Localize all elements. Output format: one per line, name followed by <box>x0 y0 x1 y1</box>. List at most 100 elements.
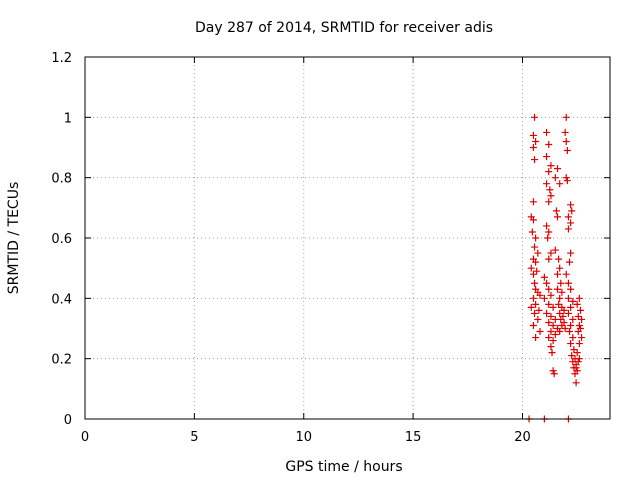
data-point <box>578 315 586 323</box>
data-point <box>547 162 555 170</box>
data-point <box>532 300 540 308</box>
data-point <box>570 346 578 354</box>
data-point <box>545 228 553 236</box>
data-point <box>529 131 537 139</box>
tick-labels: 0 5 10 15 20 0 0.2 0.4 0.6 0.8 1 1.2 <box>51 51 530 445</box>
data-point <box>547 192 555 200</box>
data-point <box>547 343 555 351</box>
y-tick-label: 1.2 <box>51 51 72 66</box>
data-point <box>563 177 571 185</box>
data-point <box>556 180 564 188</box>
data-point <box>575 340 583 348</box>
data-point <box>556 264 564 272</box>
data-point <box>574 312 582 320</box>
data-point <box>564 309 572 317</box>
data-point <box>532 137 540 145</box>
data-point <box>536 291 544 299</box>
data-point <box>550 370 558 378</box>
data-point <box>578 334 586 342</box>
data-point <box>572 364 580 372</box>
data-point <box>540 273 548 281</box>
data-point <box>555 255 563 263</box>
data-point <box>544 234 552 242</box>
data-point <box>531 279 539 287</box>
data-point <box>549 303 557 311</box>
grid-layer <box>85 57 610 419</box>
data-point <box>545 285 553 293</box>
data-points <box>525 113 586 423</box>
y-tick-label: 0.6 <box>51 232 72 247</box>
y-tick-label: 0.4 <box>51 292 72 307</box>
y-tick-label: 0.8 <box>51 172 72 187</box>
data-point <box>547 291 555 299</box>
data-point <box>528 228 536 236</box>
data-point <box>560 306 568 314</box>
chart-title: Day 287 of 2014, SRMTID for receiver adi… <box>195 20 493 36</box>
data-point <box>540 294 548 302</box>
data-point <box>566 258 574 266</box>
data-point <box>554 270 561 278</box>
data-point <box>532 258 540 266</box>
data-point <box>574 358 582 366</box>
x-tick-label: 15 <box>405 430 422 445</box>
data-point <box>557 315 565 323</box>
data-point <box>548 349 556 357</box>
data-point <box>561 325 569 332</box>
data-point <box>547 312 555 320</box>
plot-frame <box>84 56 611 420</box>
x-tick-label: 5 <box>190 430 198 445</box>
data-point <box>558 288 566 296</box>
y-tick-label: 0 <box>64 413 72 428</box>
y-axis-title: SRMTID / TECUs <box>6 182 22 295</box>
data-point <box>564 279 572 287</box>
data-point <box>562 137 570 145</box>
data-point <box>567 340 575 348</box>
data-point <box>529 198 537 206</box>
y-tick-label: 1 <box>64 111 72 126</box>
data-point <box>575 321 583 329</box>
data-point <box>545 255 553 263</box>
data-point <box>573 300 581 308</box>
data-point <box>552 207 560 215</box>
data-point <box>545 318 553 326</box>
data-point <box>564 213 572 221</box>
data-point <box>551 174 559 182</box>
data-point <box>556 309 564 317</box>
y-tick-label: 0.2 <box>51 353 72 368</box>
data-point <box>564 225 572 233</box>
data-point <box>564 294 572 302</box>
data-point <box>562 174 570 182</box>
data-point <box>543 128 551 136</box>
data-point <box>575 355 583 363</box>
data-point <box>569 334 577 342</box>
x-tick-label: 20 <box>514 430 531 445</box>
data-point <box>567 249 575 257</box>
data-point <box>547 249 555 257</box>
data-point <box>558 321 566 329</box>
data-point <box>529 294 537 302</box>
data-point <box>545 198 553 206</box>
data-point <box>529 321 537 329</box>
x-axis-title: GPS time / hours <box>285 459 402 475</box>
data-point <box>571 370 579 378</box>
data-point <box>527 264 535 272</box>
data-point <box>532 234 540 242</box>
data-point <box>567 201 575 209</box>
data-point <box>573 349 581 357</box>
data-point <box>531 243 539 251</box>
data-point <box>567 285 575 293</box>
data-point <box>545 168 553 176</box>
data-point <box>568 352 576 360</box>
x-tick-label: 0 <box>81 430 89 445</box>
data-point <box>576 306 584 314</box>
data-point <box>531 309 539 317</box>
data-point <box>556 328 564 336</box>
data-point <box>569 315 577 323</box>
data-point <box>574 328 582 336</box>
data-point <box>534 315 542 323</box>
data-point <box>567 321 575 329</box>
data-point <box>575 294 583 302</box>
data-point <box>555 300 563 308</box>
